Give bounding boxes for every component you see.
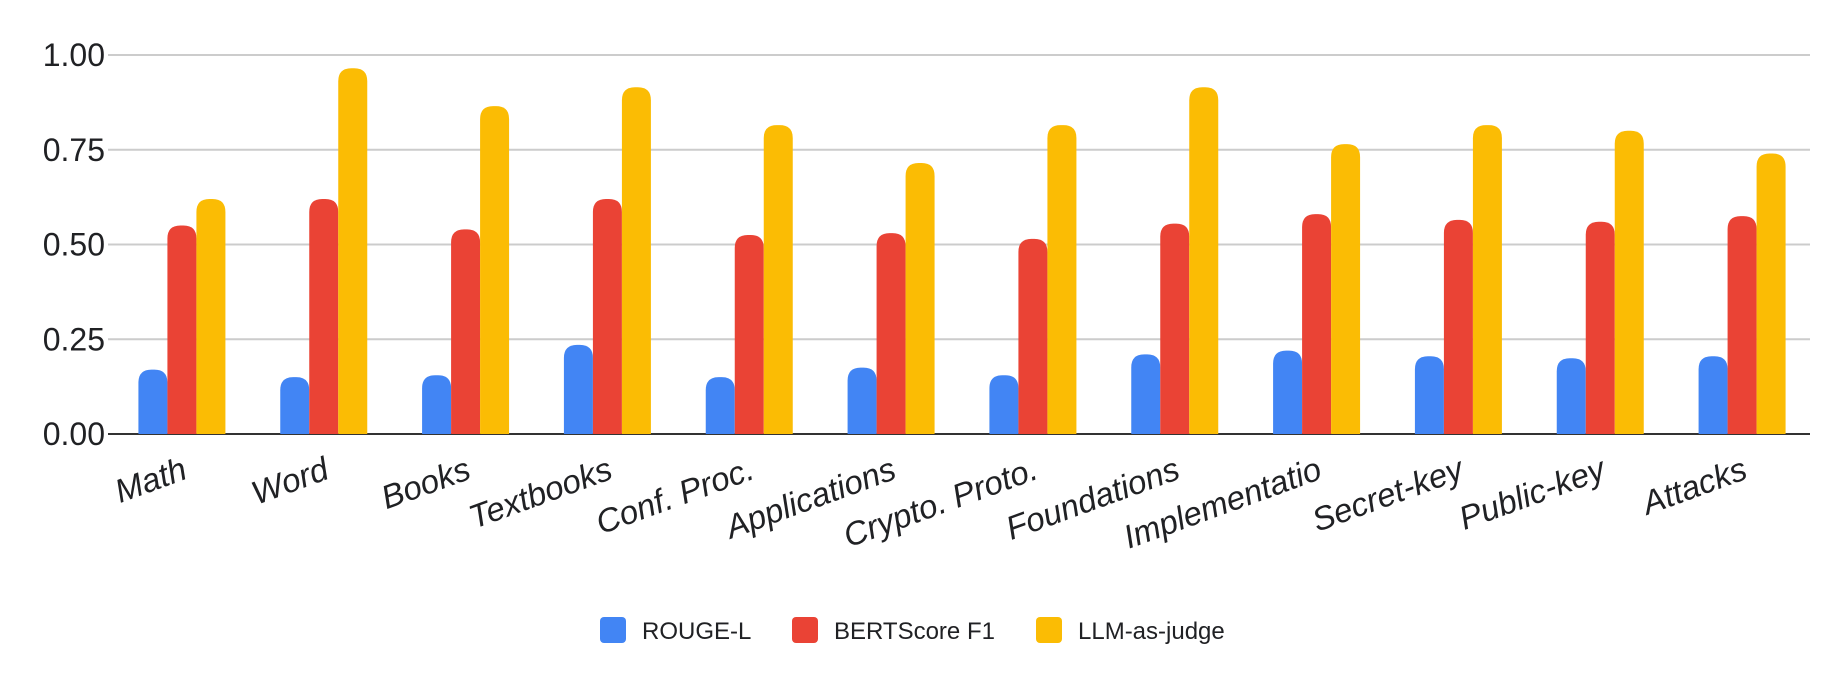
bar-rouge-l-word — [280, 377, 310, 434]
x-tick-label: Attacks — [1635, 450, 1751, 522]
bar-llm-as-judge-public-key — [1614, 130, 1644, 435]
y-axis-ticks: 0.00 0.25 0.50 0.75 1.00 — [43, 37, 105, 452]
bar-rouge-l-implementatio — [1273, 350, 1303, 434]
bar-llm-as-judge-secret-key — [1472, 125, 1502, 435]
bar-bertscore-f1-textbooks — [592, 199, 622, 434]
bar-rouge-l-books — [422, 375, 452, 434]
y-tick-label: 1.00 — [43, 37, 105, 73]
x-tick-label: Word — [246, 449, 334, 511]
legend-swatch — [792, 617, 818, 643]
bar-bertscore-f1-books — [451, 229, 481, 434]
bar-llm-as-judge-implementatio — [1331, 144, 1361, 434]
bar-llm-as-judge-crypto-proto- — [1047, 125, 1077, 435]
bar-bertscore-f1-secret-key — [1443, 219, 1473, 434]
bar-bertscore-f1-applications — [876, 233, 906, 434]
bar-rouge-l-applications — [847, 367, 877, 434]
legend: ROUGE-L BERTScore F1 LLM-as-judge — [600, 617, 1225, 645]
legend-label: LLM-as-judge — [1078, 618, 1225, 645]
bar-rouge-l-math — [138, 369, 168, 434]
bar-llm-as-judge-conf-proc- — [763, 125, 793, 435]
bar-llm-as-judge-word — [338, 68, 368, 434]
bar-bertscore-f1-math — [167, 225, 197, 434]
y-tick-label: 0.00 — [43, 416, 105, 452]
x-tick-label: Books — [376, 450, 475, 516]
x-tick-label: Public-key — [1454, 449, 1612, 537]
bar-rouge-l-secret-key — [1414, 356, 1444, 434]
bar-rouge-l-attacks — [1698, 356, 1728, 434]
bars — [138, 68, 1786, 435]
bar-bertscore-f1-public-key — [1585, 221, 1615, 434]
legend-label: BERTScore F1 — [834, 618, 995, 645]
bar-bertscore-f1-foundations — [1160, 223, 1190, 434]
bar-bertscore-f1-implementatio — [1302, 214, 1332, 434]
x-tick-label: Textbooks — [464, 450, 617, 536]
x-tick-label: Math — [110, 450, 192, 510]
legend-item-bertscore-f1: BERTScore F1 — [792, 617, 995, 645]
bar-llm-as-judge-applications — [905, 163, 935, 434]
y-tick-label: 0.75 — [43, 132, 105, 168]
legend-swatch — [600, 617, 626, 643]
legend-item-llm-as-judge: LLM-as-judge — [1036, 617, 1225, 645]
bar-llm-as-judge-math — [196, 199, 226, 434]
bar-llm-as-judge-attacks — [1756, 153, 1786, 435]
legend-item-rouge-l: ROUGE-L — [600, 617, 751, 645]
gridlines — [108, 54, 1810, 435]
bar-rouge-l-textbooks — [563, 344, 593, 434]
y-tick-label: 0.25 — [43, 321, 105, 357]
bar-llm-as-judge-textbooks — [621, 87, 651, 434]
x-tick-label: Secret-key — [1307, 449, 1470, 539]
bar-bertscore-f1-attacks — [1727, 216, 1757, 434]
bar-bertscore-f1-word — [309, 199, 339, 434]
bar-rouge-l-foundations — [1131, 354, 1161, 434]
legend-label: ROUGE-L — [642, 618, 751, 645]
legend-swatch — [1036, 617, 1062, 643]
bar-llm-as-judge-foundations — [1189, 87, 1219, 434]
bar-bertscore-f1-conf-proc- — [734, 235, 764, 434]
y-tick-label: 0.50 — [43, 227, 105, 263]
bar-rouge-l-crypto-proto- — [989, 375, 1019, 434]
bar-rouge-l-public-key — [1556, 358, 1586, 434]
bar-bertscore-f1-crypto-proto- — [1018, 238, 1048, 434]
bar-rouge-l-conf-proc- — [705, 377, 735, 434]
bar-llm-as-judge-books — [480, 106, 510, 434]
